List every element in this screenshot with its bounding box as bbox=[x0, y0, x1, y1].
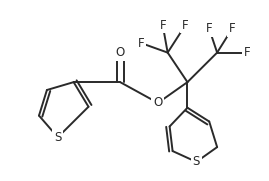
Text: F: F bbox=[160, 18, 166, 31]
Text: O: O bbox=[115, 46, 125, 59]
Text: O: O bbox=[153, 96, 162, 109]
Text: F: F bbox=[243, 46, 250, 59]
Text: F: F bbox=[206, 22, 213, 35]
Text: F: F bbox=[182, 18, 189, 31]
Text: F: F bbox=[138, 37, 144, 50]
Text: S: S bbox=[54, 131, 62, 144]
Text: F: F bbox=[229, 22, 235, 35]
Text: S: S bbox=[193, 155, 200, 168]
